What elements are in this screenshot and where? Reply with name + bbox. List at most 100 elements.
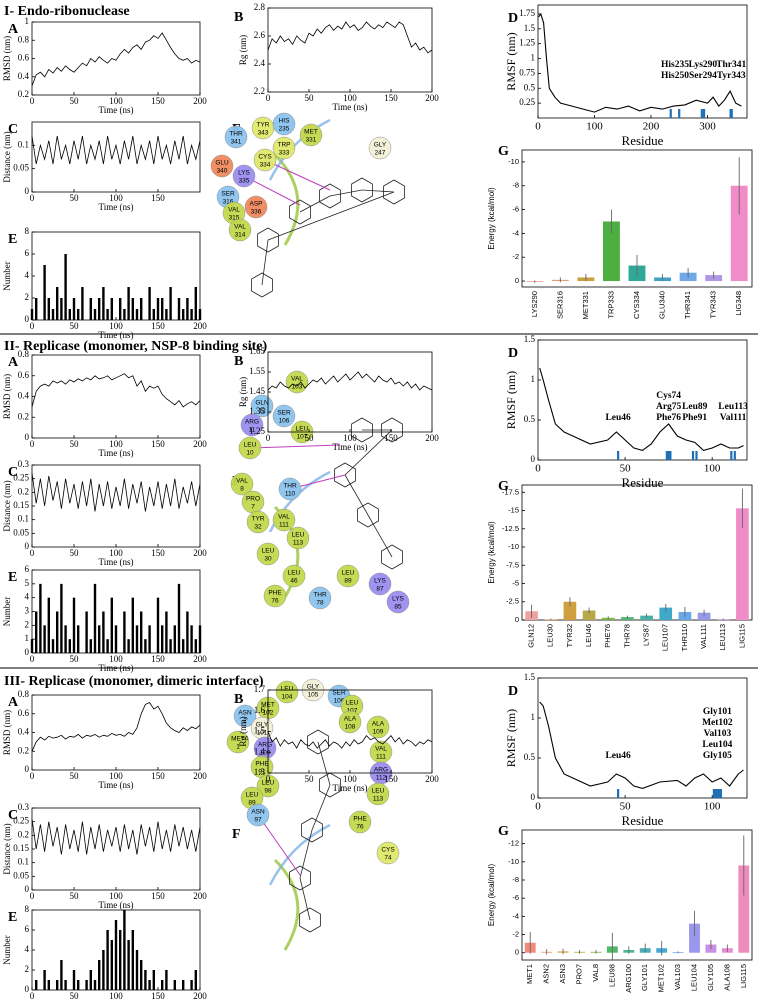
x-tick-label: 50 (620, 463, 632, 475)
x-tick-label: 100 (109, 548, 123, 558)
x-tick-label: 50 (70, 771, 80, 781)
y-tick-label: 0.25 (519, 97, 535, 107)
y-tick-label: 3 (25, 606, 30, 616)
x-tick-label: 0 (266, 93, 271, 103)
y-tick-label: 0 (25, 314, 30, 324)
residue-name: ASN (251, 809, 265, 816)
x-tick-label: VAL8 (591, 964, 600, 982)
residue-number: 331 (306, 137, 317, 144)
x-tick-label: VAL103 (673, 964, 682, 990)
residue-node (238, 436, 262, 460)
y-tick-label: 2.6 (254, 30, 266, 40)
residue-highlight (702, 109, 706, 118)
residue-node (233, 704, 257, 728)
y-tick-label: 0.3 (18, 459, 30, 469)
y-tick-label: 0.4 (18, 391, 30, 401)
x-axis-label: Time (ns) (99, 780, 134, 790)
residue-number: 30 (264, 556, 272, 563)
annotation: Leu104 (702, 740, 732, 750)
residue-number: 2 (243, 718, 247, 725)
y-tick-label: 0.5 (524, 414, 536, 424)
residue-number: 113 (293, 540, 304, 547)
residue-name: SER (277, 410, 291, 417)
y-tick-label: 0.4 (18, 727, 30, 737)
residue-node (308, 586, 332, 610)
residue-number: 108 (345, 724, 356, 731)
x-tick-label: LIG115 (739, 964, 748, 988)
y-tick-label: 0.6 (18, 708, 30, 718)
y-tick-label: 1.65 (249, 346, 265, 356)
bar (738, 865, 750, 953)
residue-number: 91 (258, 769, 266, 776)
residue-name: GLY (307, 684, 320, 691)
x-tick-label: 0 (266, 774, 271, 784)
ligand-ring (319, 772, 341, 798)
residue-node (244, 195, 268, 219)
y-tick-label: 5 (25, 578, 30, 588)
y-tick-label: 0.1 (18, 514, 29, 524)
x-tick-label: PHE76 (603, 624, 612, 648)
y-tick-label: 0.5 (524, 752, 536, 762)
y-tick-label: -4 (512, 911, 519, 920)
residue-name: MET (304, 129, 318, 136)
residue-name: CYS (381, 847, 395, 854)
y-tick-label: 0.8 (18, 34, 30, 44)
residue-number: 110 (285, 491, 296, 498)
annotation: Val103 (704, 729, 732, 739)
ligand-bond (344, 474, 369, 516)
ligand-ring (383, 179, 405, 205)
x-axis-label: Residue (622, 475, 664, 490)
residue-node (272, 508, 296, 532)
x-tick-label: THR341 (683, 291, 692, 319)
x-tick-label: 100 (343, 93, 357, 103)
y-tick-label: 1.6 (254, 705, 266, 715)
ligand-bond (261, 239, 269, 286)
x-tick-label: 150 (384, 774, 398, 784)
y-tick-label: 0.8 (18, 349, 30, 359)
y-tick-label: -8 (512, 875, 519, 884)
residue-node (246, 803, 270, 827)
x-tick-label: PRO7 (574, 964, 583, 984)
y-tick-label: 1 (531, 712, 536, 722)
x-tick-label: 200 (193, 439, 207, 449)
x-tick-label: 50 (70, 96, 80, 106)
ligand-ring (351, 417, 373, 443)
residue-number: 111 (376, 754, 386, 761)
data-line (31, 701, 201, 752)
y-tick-label: 0 (531, 454, 536, 464)
annotation: Gly101 (703, 707, 732, 717)
residue-number: 334 (260, 162, 271, 169)
y-axis-label: Rg (nm) (238, 716, 248, 746)
panel-label: D (508, 684, 518, 699)
x-tick-label: 100 (109, 193, 123, 203)
residue-name: ARG (374, 767, 388, 774)
residue-number: 74 (384, 855, 392, 862)
y-tick-label: 0.2 (18, 829, 29, 839)
y-tick-label: 0.25 (13, 473, 29, 483)
residue-name: GLY (256, 722, 269, 729)
interaction-line (249, 444, 341, 449)
y-tick-label: 0.15 (13, 843, 29, 853)
data-line (539, 701, 744, 789)
annotation: Thr341 (716, 60, 746, 70)
x-tick-label: LIG115 (737, 624, 746, 648)
residue-name: LEU (246, 792, 259, 799)
residue-node (275, 680, 299, 704)
ligand-bond (299, 877, 311, 921)
y-tick-label: 0 (531, 792, 536, 802)
y-tick-label: -10 (508, 857, 519, 866)
x-tick-label: LEU30 (546, 624, 555, 647)
residue-name: PHE (255, 761, 269, 768)
y-tick-label: 0 (515, 276, 519, 285)
y-tick-label: -6 (512, 893, 519, 902)
residue-name: SER (332, 690, 346, 697)
residue-node (246, 510, 270, 534)
ligand-ring (299, 907, 321, 933)
y-tick-label: 2 (25, 964, 30, 974)
residue-number: 343 (258, 130, 269, 137)
x-tick-label: 150 (151, 193, 165, 203)
x-tick-label: 50 (70, 193, 80, 203)
y-tick-label: 0 (515, 615, 519, 624)
y-tick-label: 0.2 (18, 411, 29, 421)
residue-node (256, 542, 280, 566)
